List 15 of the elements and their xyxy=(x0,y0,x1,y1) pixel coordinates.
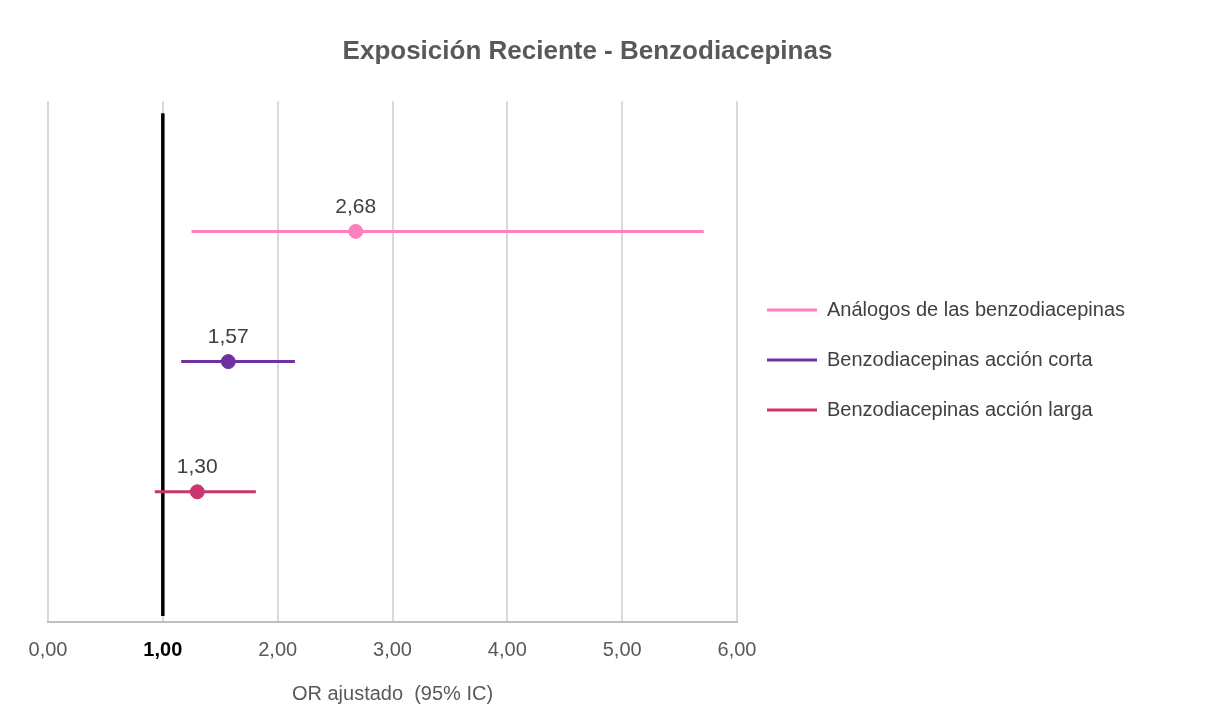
x-tick-label: 3,00 xyxy=(373,637,412,660)
legend-label: Análogos de las benzodiacepinas xyxy=(827,297,1125,320)
x-tick-label: 5,00 xyxy=(602,637,642,660)
x-tick-label: 6,00 xyxy=(717,637,757,660)
x-tick-label: 0,00 xyxy=(28,637,68,660)
legend-label: Benzodiacepinas acción larga xyxy=(827,397,1094,420)
x-tick-label: 2,00 xyxy=(258,637,298,660)
data-label: 1,30 xyxy=(176,454,218,478)
data-label: 1,57 xyxy=(207,323,249,347)
x-tick-label: 1,00 xyxy=(143,637,183,660)
x-tick-label: 4,00 xyxy=(487,637,527,660)
x-axis-title: OR ajustado (95% IC) xyxy=(291,681,494,704)
chart-title: Exposición Reciente - Benzodiacepinas xyxy=(342,34,833,65)
legend-label: Benzodiacepinas acción corta xyxy=(827,347,1094,370)
data-label: 2,68 xyxy=(335,193,377,217)
